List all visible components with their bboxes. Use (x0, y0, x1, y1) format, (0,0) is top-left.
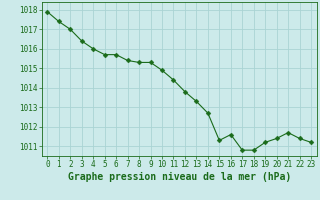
X-axis label: Graphe pression niveau de la mer (hPa): Graphe pression niveau de la mer (hPa) (68, 172, 291, 182)
